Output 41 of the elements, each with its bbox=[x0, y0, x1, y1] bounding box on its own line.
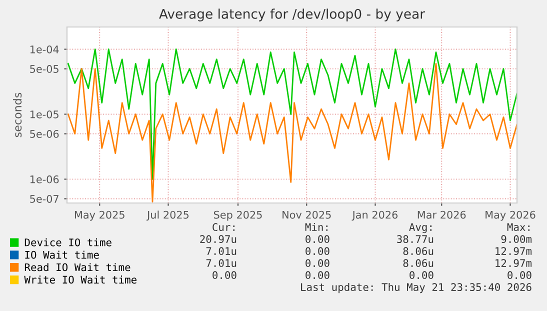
text: Cur: bbox=[212, 223, 234, 232]
text: 8.06u bbox=[403, 259, 434, 268]
y-tick-label: 5e-06 bbox=[30, 130, 59, 138]
x-tick-label: Nov 2025 bbox=[282, 210, 331, 219]
y-tick-label: 1e-04 bbox=[30, 45, 59, 54]
text: 7.01u bbox=[206, 247, 236, 256]
text: 0.00 bbox=[212, 271, 236, 280]
legend-label: Write IO Wait time bbox=[24, 276, 136, 284]
y-axis-title: seconds bbox=[13, 92, 22, 138]
text: 7.01u bbox=[206, 259, 236, 268]
y-tick-label: 5e-07 bbox=[30, 194, 58, 203]
text: 8.06u bbox=[403, 247, 434, 256]
legend-label: Device IO time bbox=[24, 238, 112, 246]
legend-label: IO Wait time bbox=[25, 250, 99, 259]
text: 0.00 bbox=[306, 235, 330, 244]
line-series bbox=[67, 48, 517, 180]
x-tick-label: Jul 2025 bbox=[146, 210, 189, 221]
text: 0.00 bbox=[306, 247, 330, 256]
text: Avg: bbox=[409, 223, 432, 234]
text: 38.77u bbox=[397, 235, 434, 244]
x-tick-label: Jan 2026 bbox=[352, 210, 398, 221]
text: 12.97m bbox=[496, 247, 532, 256]
x-tick-label: May 2025 bbox=[74, 210, 124, 221]
y-tick-label: 1e-05 bbox=[30, 110, 58, 118]
text: 0.00 bbox=[508, 271, 532, 280]
text: Last update: Thu May 21 23:35:40 2026 bbox=[301, 282, 532, 294]
y-tick-label: 1e-06 bbox=[30, 175, 59, 184]
text: 0.00 bbox=[410, 271, 434, 280]
text: 20.97u bbox=[200, 235, 236, 244]
x-tick-label: Sep 2025 bbox=[214, 210, 262, 221]
chart-title: Average latency for /dev/loop0 - by year bbox=[159, 8, 426, 22]
x-tick-label: Mar 2026 bbox=[418, 210, 466, 219]
legend-label: Read IO Wait time bbox=[24, 263, 130, 272]
text: 0.00 bbox=[306, 271, 330, 280]
text: Max: bbox=[507, 223, 530, 232]
text: Min: bbox=[305, 222, 328, 231]
text: 0.00 bbox=[306, 259, 330, 268]
text: 12.97m bbox=[496, 259, 532, 268]
x-tick-label: May 2026 bbox=[486, 210, 536, 221]
text: 9.00m bbox=[501, 235, 532, 244]
y-tick-label: 5e-05 bbox=[30, 65, 58, 73]
